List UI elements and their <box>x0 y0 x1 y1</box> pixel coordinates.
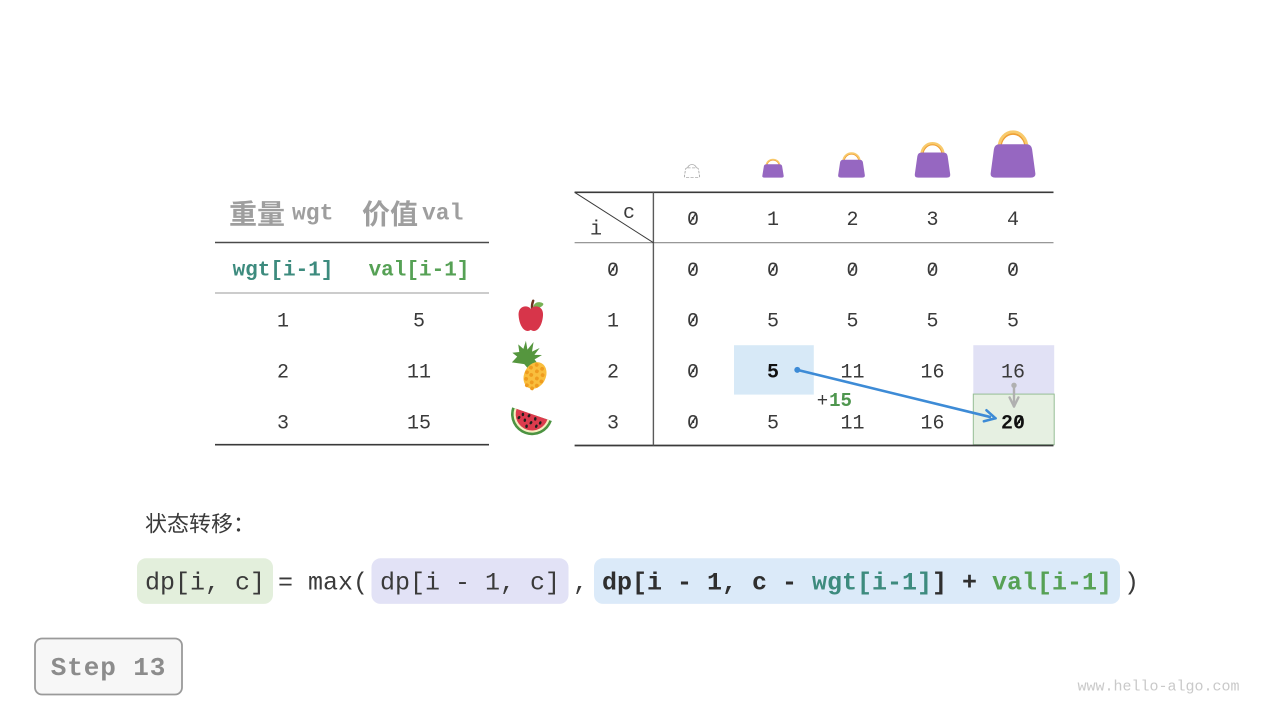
svg-text:dp[i - 1, c -: dp[i - 1, c - <box>602 569 812 598</box>
svg-text:+: + <box>817 390 828 412</box>
svg-text:val[i-1]: val[i-1] <box>992 569 1112 598</box>
svg-text:0: 0 <box>687 412 699 435</box>
svg-text:11: 11 <box>840 362 864 385</box>
svg-text:,: , <box>573 569 588 598</box>
svg-text:0: 0 <box>687 362 699 385</box>
svg-text:0: 0 <box>687 209 699 232</box>
svg-text:20: 20 <box>1001 412 1025 435</box>
svg-text:16: 16 <box>920 362 944 385</box>
svg-text:1: 1 <box>607 311 619 334</box>
svg-text:wgt: wgt <box>292 201 333 227</box>
svg-text:4: 4 <box>1007 209 1019 232</box>
svg-text:11: 11 <box>407 362 431 385</box>
svg-text:i: i <box>590 219 602 242</box>
svg-text:val[i-1]: val[i-1] <box>369 260 470 283</box>
svg-text:wgt[i-1]: wgt[i-1] <box>812 569 932 598</box>
svg-text:5: 5 <box>413 311 425 334</box>
svg-text:): ) <box>1124 569 1139 598</box>
svg-text:15: 15 <box>407 412 431 435</box>
svg-text:15: 15 <box>829 390 852 412</box>
svg-text:1: 1 <box>767 209 779 232</box>
svg-text:16: 16 <box>1001 362 1025 385</box>
svg-text:Step 13: Step 13 <box>51 653 167 683</box>
svg-text:wgt[i-1]: wgt[i-1] <box>233 260 334 283</box>
svg-text:0: 0 <box>926 260 938 283</box>
svg-text:0: 0 <box>1007 260 1019 283</box>
svg-text:5: 5 <box>767 311 779 334</box>
svg-text:www.hello-algo.com: www.hello-algo.com <box>1078 678 1240 695</box>
svg-text:3: 3 <box>926 209 938 232</box>
svg-text:dp[i - 1, c]: dp[i - 1, c] <box>380 569 560 598</box>
svg-text:0: 0 <box>767 260 779 283</box>
svg-text:2: 2 <box>277 362 289 385</box>
svg-text:2: 2 <box>607 362 619 385</box>
svg-text:]: ] <box>932 569 947 598</box>
svg-text:0: 0 <box>687 260 699 283</box>
svg-text:3: 3 <box>607 412 619 435</box>
svg-text:0: 0 <box>687 311 699 334</box>
svg-text:5: 5 <box>846 311 858 334</box>
svg-text:= max(: = max( <box>278 569 368 598</box>
svg-text:16: 16 <box>920 412 944 435</box>
svg-text:5: 5 <box>767 412 779 435</box>
svg-text:11: 11 <box>840 412 864 435</box>
svg-text:dp[i, c]: dp[i, c] <box>145 569 265 598</box>
svg-text:3: 3 <box>277 412 289 435</box>
svg-text:+: + <box>947 569 992 598</box>
svg-text:1: 1 <box>277 311 289 334</box>
svg-text:c: c <box>623 202 635 225</box>
svg-text:5: 5 <box>767 362 779 385</box>
svg-text:5: 5 <box>1007 311 1019 334</box>
svg-text:0: 0 <box>846 260 858 283</box>
svg-text:5: 5 <box>926 311 938 334</box>
svg-text:0: 0 <box>607 260 619 283</box>
svg-text:2: 2 <box>846 209 858 232</box>
svg-text:val: val <box>422 201 463 227</box>
